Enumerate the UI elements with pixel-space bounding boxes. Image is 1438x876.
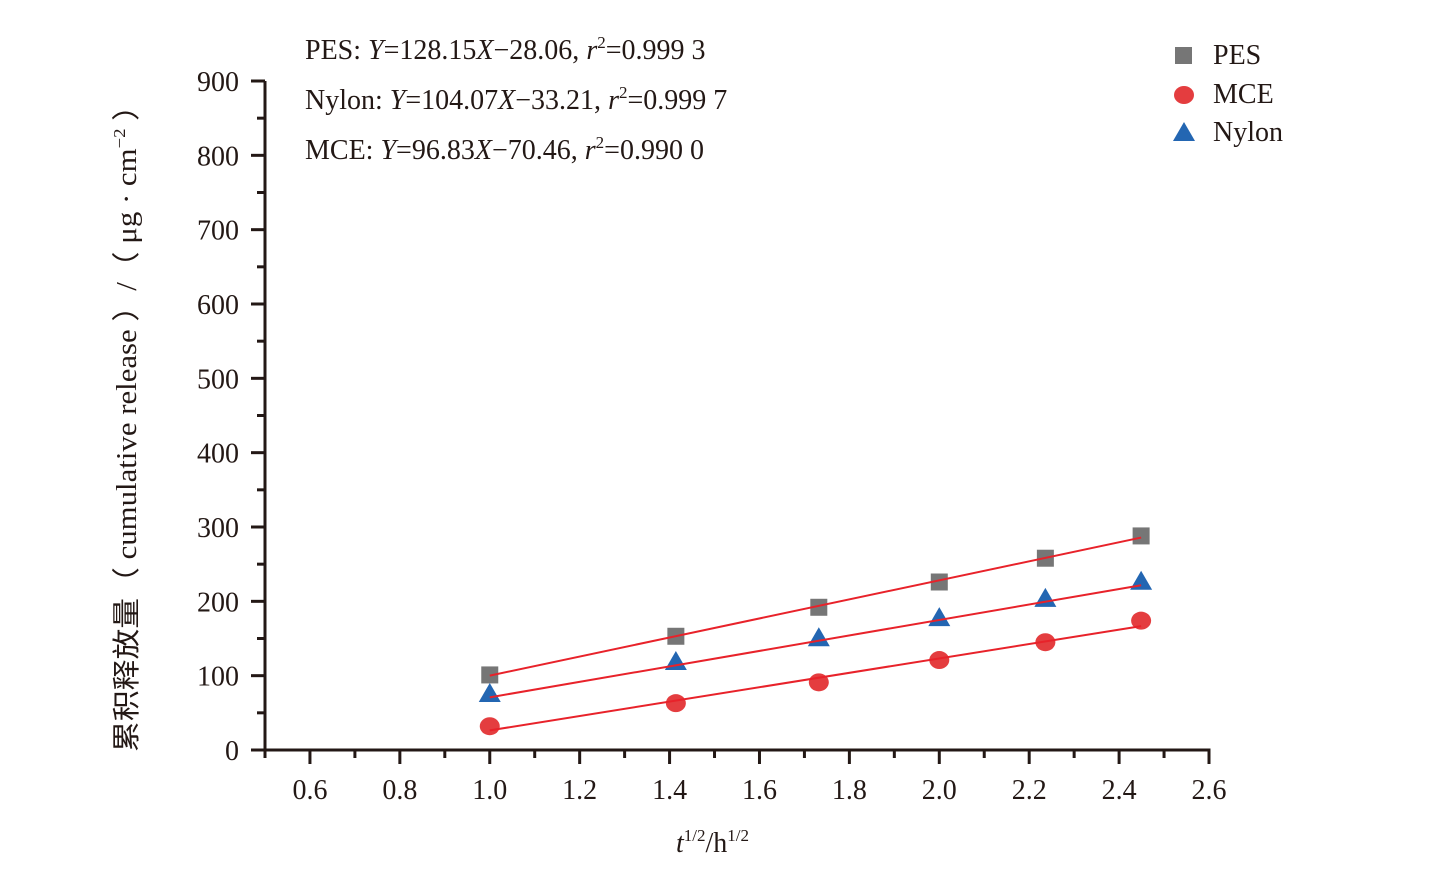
data-point-nylon — [928, 607, 951, 627]
x-tick-label: 0.6 — [292, 775, 327, 806]
y-tick-label: 700 — [197, 216, 239, 247]
data-point-mce — [479, 717, 500, 736]
equation-annotations: PES: Y=128.15X−28.06, r2=0.999 3 Nylon: … — [305, 33, 727, 166]
x-tick-label: 0.8 — [382, 775, 417, 806]
equation-nylon: Nylon: Y=104.07X−33.21, r2=0.999 7 — [305, 83, 727, 116]
x-tick-label: 1.0 — [472, 775, 507, 806]
fit-lines — [489, 536, 1142, 732]
equation-mce: MCE: Y=96.83X−70.46, r2=0.990 0 — [305, 133, 704, 166]
data-point-mce — [665, 694, 686, 713]
data-point-nylon — [1130, 570, 1153, 590]
x-tick-label: 1.6 — [742, 775, 777, 806]
y-tick-label: 300 — [197, 513, 239, 544]
legend-item-nylon: Nylon — [1173, 117, 1283, 148]
data-point-nylon — [807, 627, 830, 647]
y-tick-label: 600 — [197, 290, 239, 321]
triangle-marker-icon — [1173, 122, 1195, 141]
x-tick-label: 1.4 — [652, 775, 687, 806]
x-tick-label: 2.4 — [1102, 775, 1137, 806]
y-tick-label: 100 — [197, 662, 239, 693]
x-tick-label: 1.2 — [562, 775, 597, 806]
legend-label-pes: PES — [1213, 40, 1261, 71]
y-tick-label: 0 — [225, 736, 239, 767]
y-tick-label: 200 — [197, 587, 239, 618]
y-tick-label: 500 — [197, 364, 239, 395]
legend-item-pes: PES — [1175, 40, 1261, 71]
square-marker-icon — [1175, 47, 1192, 64]
y-tick-label: 900 — [197, 67, 239, 98]
y-axis-title: 累积释放量（ cumulative release ）/（ μg · cm−2 … — [110, 90, 143, 752]
x-tick-label: 2.2 — [1012, 775, 1047, 806]
axes: 0 100 200 300 400 500 600 700 800 900 0.6 0.8 1.0 1.2… — [197, 67, 1227, 806]
x-tick-label: 2.6 — [1192, 775, 1227, 806]
series-pes — [481, 527, 1150, 684]
x-tick-label: 1.8 — [832, 775, 867, 806]
data-point-mce — [1131, 611, 1152, 630]
equation-pes: PES: Y=128.15X−28.06, r2=0.999 3 — [305, 33, 706, 66]
data-point-nylon — [478, 682, 501, 702]
y-tick-label: 400 — [197, 439, 239, 470]
legend: PES MCE Nylon — [1173, 40, 1283, 148]
x-axis-title: t1/2/h1/2 — [676, 826, 749, 859]
legend-label-nylon: Nylon — [1213, 117, 1283, 148]
data-points — [478, 527, 1153, 736]
circle-marker-icon — [1174, 86, 1194, 104]
y-tick-label: 800 — [197, 141, 239, 172]
legend-item-mce: MCE — [1174, 79, 1274, 110]
data-point-pes — [810, 598, 828, 616]
fit-line-mce — [489, 625, 1142, 732]
data-point-mce — [929, 651, 950, 670]
x-tick-label: 2.0 — [922, 775, 957, 806]
fit-line-pes — [489, 536, 1142, 677]
data-point-pes — [930, 573, 948, 591]
fit-line-nylon — [489, 584, 1142, 699]
legend-label-mce: MCE — [1213, 79, 1274, 110]
data-point-pes — [1132, 527, 1150, 545]
